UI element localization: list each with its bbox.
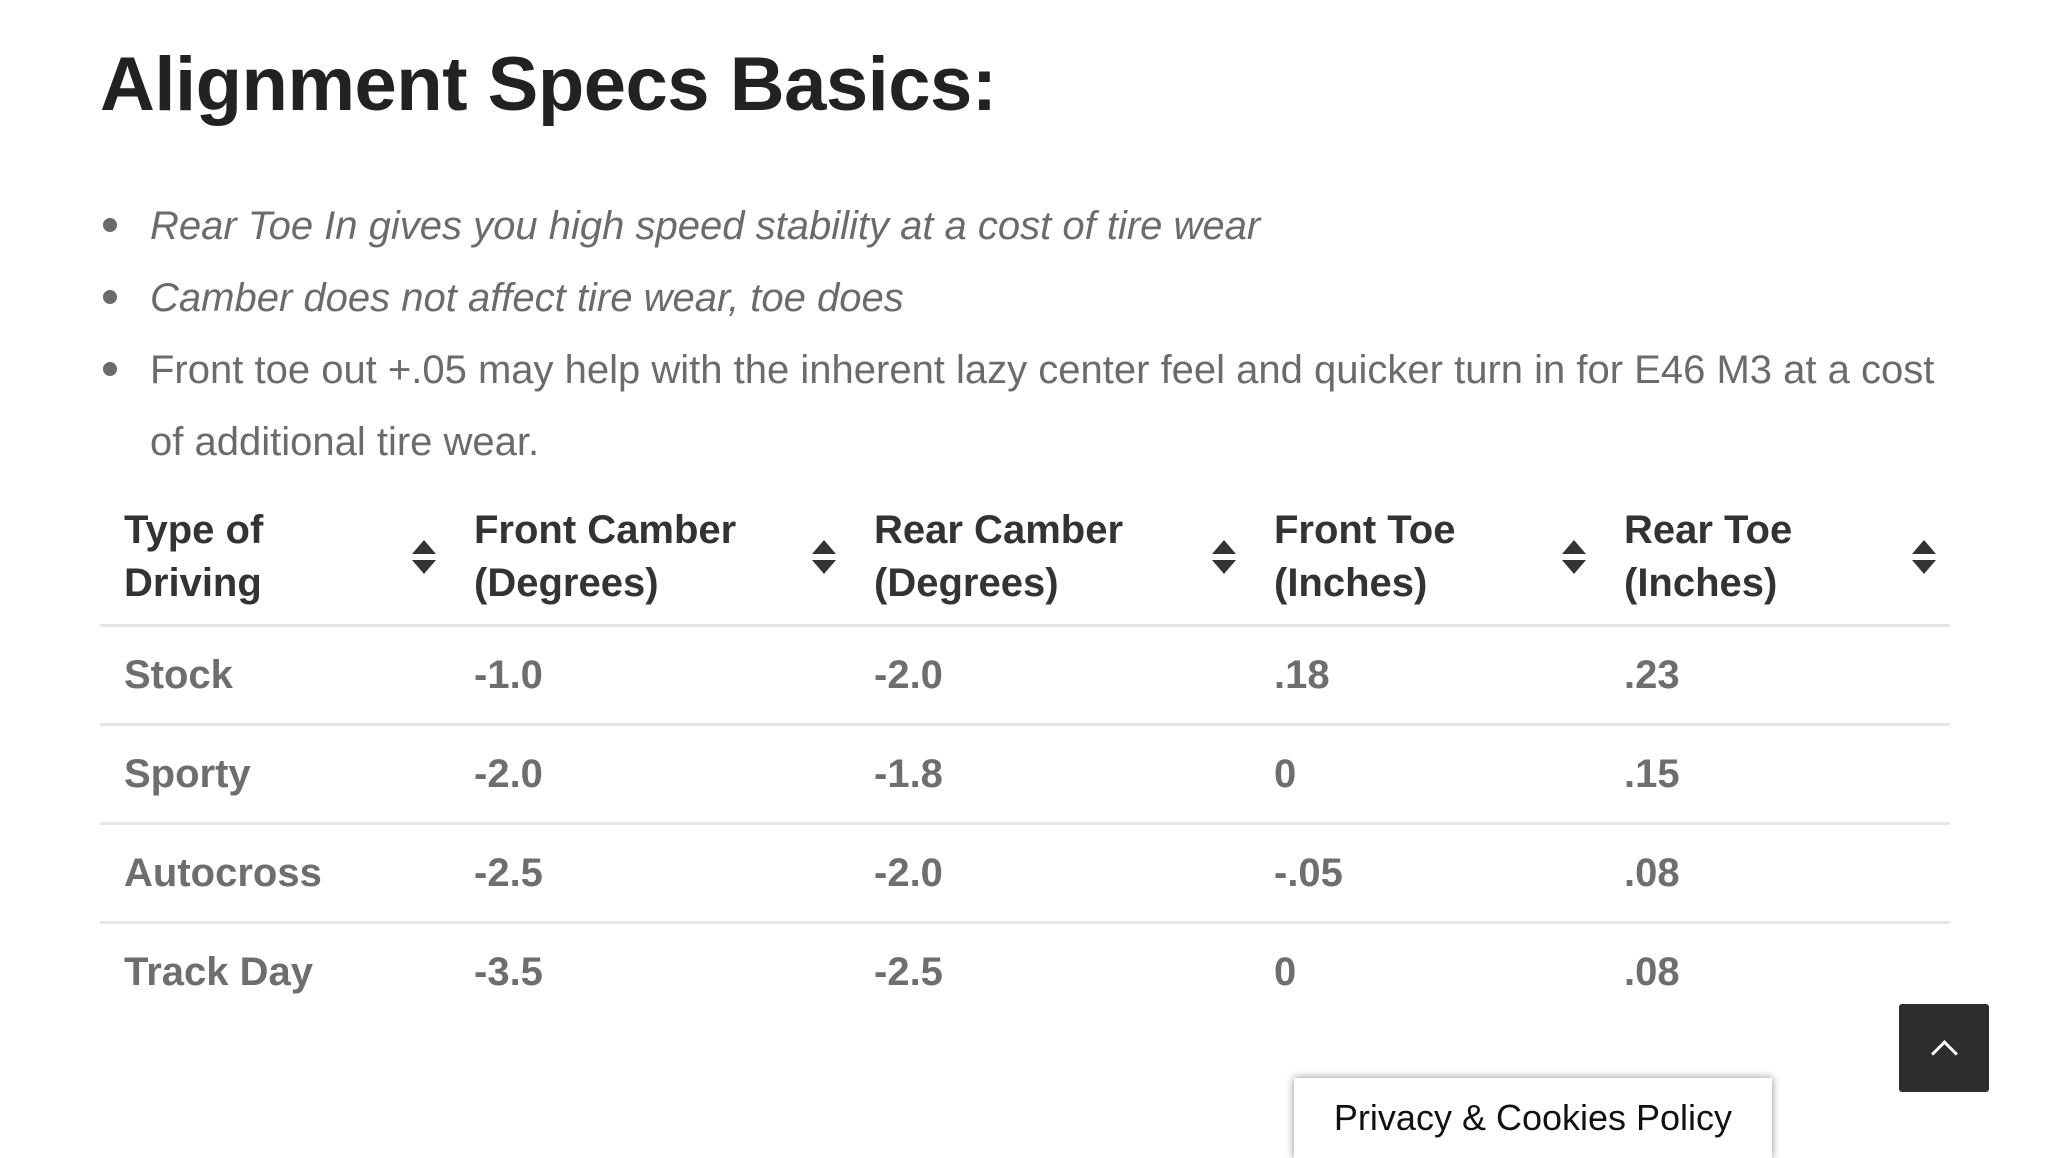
table-header-row: Type of Driving Front Camber (Degrees) R… bbox=[100, 490, 1950, 627]
table-cell: 0 bbox=[1250, 724, 1600, 825]
list-item-text: Camber does not affect tire wear, toe do… bbox=[150, 276, 904, 320]
table-cell: 0 bbox=[1274, 949, 1297, 994]
table-cell: Sporty bbox=[100, 724, 450, 825]
table-cell: -2.0 bbox=[850, 625, 1250, 726]
table-cell: .23 bbox=[1600, 625, 1950, 726]
table-cell: -1.8 bbox=[850, 724, 1250, 825]
sort-icon[interactable] bbox=[1562, 540, 1586, 574]
table-cell: -2.0 bbox=[450, 724, 850, 825]
list-item: Rear Toe In gives you high speed stabili… bbox=[100, 190, 1950, 262]
tips-list: Rear Toe In gives you high speed stabili… bbox=[100, 190, 1950, 478]
sort-icon[interactable] bbox=[812, 540, 836, 574]
alignment-specs-table: Type of Driving Front Camber (Degrees) R… bbox=[100, 490, 1950, 1020]
sort-icon[interactable] bbox=[412, 540, 436, 574]
table-cell: -2.5 bbox=[874, 949, 943, 994]
page-title: Alignment Specs Basics: bbox=[100, 42, 997, 127]
table-cell: .08 bbox=[1600, 823, 1950, 924]
bullet-dot-icon bbox=[103, 290, 117, 304]
column-header-front-camber[interactable]: Front Camber (Degrees) bbox=[450, 490, 850, 627]
column-header-label: Type of Driving bbox=[124, 508, 264, 605]
scroll-to-top-button[interactable] bbox=[1899, 1004, 1989, 1092]
column-header-label: Front Camber (Degrees) bbox=[474, 508, 737, 605]
table-cell: -2.0 bbox=[850, 823, 1250, 924]
sort-icon[interactable] bbox=[1212, 540, 1236, 574]
table-row: Autocross -2.5 -2.0 -.05 .08 bbox=[100, 823, 1950, 924]
table-cell: Stock bbox=[100, 625, 450, 726]
column-header-type-of-driving[interactable]: Type of Driving bbox=[100, 490, 450, 627]
column-header-rear-camber[interactable]: Rear Camber (Degrees) bbox=[850, 490, 1250, 627]
table-cell: Autocross bbox=[100, 823, 450, 924]
table-cell: .08 bbox=[1624, 949, 1680, 994]
table-row: Stock -1.0 -2.0 .18 .23 bbox=[100, 625, 1950, 726]
column-header-label: Rear Camber (Degrees) bbox=[874, 508, 1124, 605]
sort-icon[interactable] bbox=[1912, 540, 1936, 574]
table-cell: Track Day bbox=[124, 949, 314, 994]
table-cell: .18 bbox=[1250, 625, 1600, 726]
list-item-text: Front toe out +.05 may help with the inh… bbox=[150, 348, 1935, 464]
table-cell: .15 bbox=[1600, 724, 1950, 825]
privacy-cookies-policy-button[interactable]: Privacy & Cookies Policy bbox=[1294, 1078, 1772, 1158]
list-item-text: Rear Toe In gives you high speed stabili… bbox=[150, 204, 1261, 248]
bullet-dot-icon bbox=[103, 218, 117, 232]
table-row: Sporty -2.0 -1.8 0 .15 bbox=[100, 724, 1950, 825]
column-header-rear-toe[interactable]: Rear Toe (Inches) bbox=[1600, 490, 1950, 627]
table-row: Track Day -3.5 -2.5 0 .08 bbox=[100, 923, 1950, 1021]
column-header-label: Rear Toe (Inches) bbox=[1624, 508, 1793, 605]
list-item: Front toe out +.05 may help with the inh… bbox=[100, 334, 1950, 478]
table-cell: -.05 bbox=[1250, 823, 1600, 924]
table-cell: -2.5 bbox=[450, 823, 850, 924]
column-header-front-toe[interactable]: Front Toe (Inches) bbox=[1250, 490, 1600, 627]
list-item: Camber does not affect tire wear, toe do… bbox=[100, 262, 1950, 334]
table-cell: -1.0 bbox=[450, 625, 850, 726]
table-cell: -3.5 bbox=[474, 949, 543, 994]
chevron-up-icon bbox=[1930, 1039, 1958, 1067]
column-header-label: Front Toe (Inches) bbox=[1274, 508, 1456, 605]
bullet-dot-icon bbox=[103, 362, 117, 376]
